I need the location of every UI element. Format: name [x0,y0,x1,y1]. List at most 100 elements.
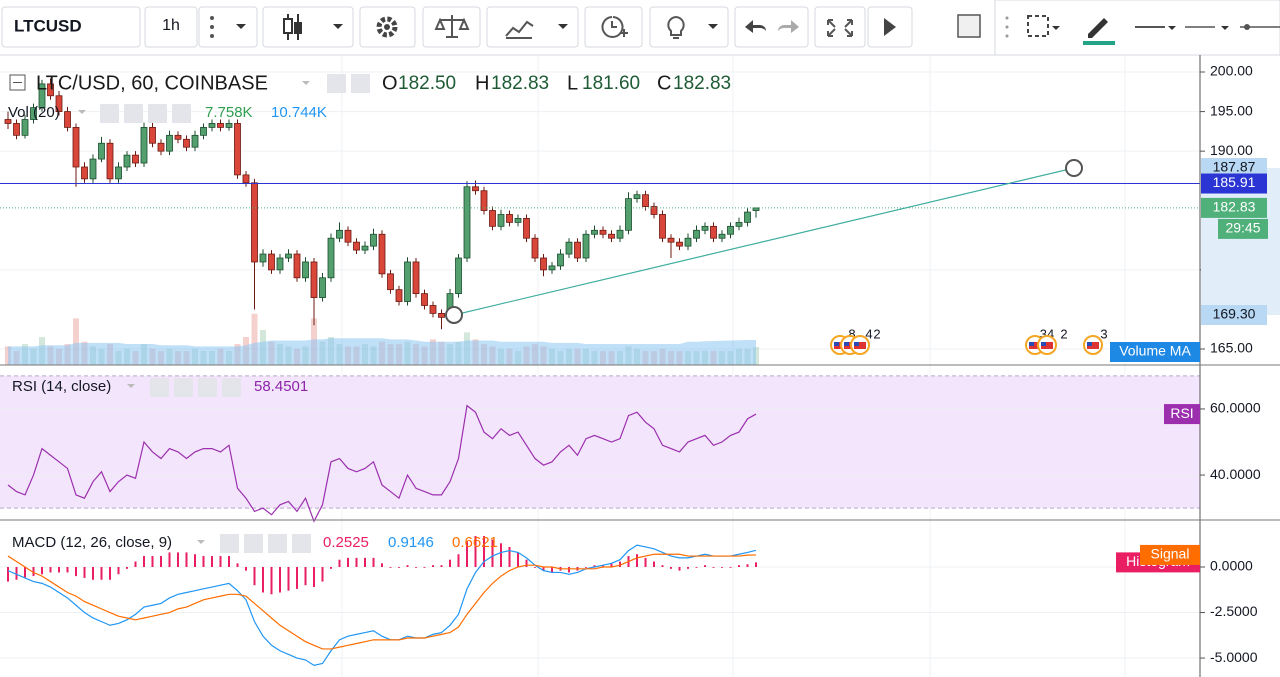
add-icon[interactable] [148,104,167,123]
symbol-button[interactable] [1,6,141,48]
candle-body [421,293,428,306]
eye-icon[interactable] [327,74,346,93]
rsi-value: 58.4501 [254,378,308,395]
histogram-bar [415,566,417,568]
histogram-bar [296,566,298,589]
histogram-bar [58,566,60,573]
event-flag-canton [854,342,859,346]
eye-icon[interactable] [150,378,169,397]
candle-body [89,158,97,180]
candle-body [438,312,445,318]
collapse-icon[interactable] [9,74,26,91]
candle-body [599,229,607,235]
histogram-bar [619,561,621,567]
candle-body [633,194,641,200]
histogram-bar [678,566,681,571]
gear-icon [376,16,398,38]
fullscreen-button[interactable] [814,6,866,48]
y-tick-label: 190.00 [1210,142,1253,158]
histogram-bar [41,566,43,575]
ideas-button[interactable] [649,6,729,48]
event-flag-canton [1087,342,1092,346]
histogram-bar [712,566,715,568]
candle-body [625,198,632,231]
pencil-tool[interactable] [1088,18,1108,38]
histogram-bar [15,566,18,580]
alarm-icon [601,16,628,38]
histogram-bar [245,566,247,571]
candle-body [72,127,80,168]
candle-body [115,166,122,180]
redo-icon [778,20,799,33]
candle-body [472,186,479,192]
fullscreen-icon [827,19,853,37]
plot-layer: 200.00195.00190.00175.00165.0060.000040.… [0,63,1261,666]
candle-body [13,123,20,136]
histogram-bar [432,565,434,567]
undo-redo[interactable] [734,6,809,48]
candle-body [106,142,114,180]
close-icon[interactable] [292,534,311,553]
gear-icon[interactable] [174,378,193,397]
histogram-bar [168,552,171,567]
candle-body [353,241,360,251]
candle-body [4,119,12,124]
event-flag-canton [1041,342,1046,346]
candle-body [217,123,224,128]
y-tick-label: 165.00 [1210,340,1253,356]
gear-icon[interactable] [244,534,263,553]
trend-line [453,167,1075,316]
volume-bar [73,318,79,365]
candle-body [174,134,182,140]
eye-icon[interactable] [220,534,239,553]
candle-body [98,142,105,160]
histogram-bar [483,536,485,567]
close-icon[interactable] [172,104,191,123]
gear-hub [384,24,390,30]
series-tag [1140,544,1200,565]
last-price-tag-label: 182.83 [1213,199,1256,215]
add-icon[interactable] [268,534,287,553]
histogram-bar [253,566,256,586]
ohlc-key: H [475,72,489,94]
rsi-band [0,375,1200,509]
gear-icon[interactable] [124,104,143,123]
countdown-tag [1218,218,1268,239]
candle-body [676,241,683,247]
candle-body [608,233,615,239]
candle-body [429,305,437,314]
interval-menu[interactable] [198,6,258,48]
line-end-dot [1244,24,1250,30]
candle-body [387,273,394,291]
histogram-bar [517,552,519,567]
histogram-bar [313,566,315,588]
rsi-title: RSI (14, close) [12,378,111,395]
candle-body [30,107,37,120]
histogram-bar [7,566,9,582]
candle-body [327,237,335,279]
series-tag-label: RSI [1170,405,1193,421]
chart-background [0,55,1280,677]
ohlc-value: 181.60 [582,73,640,94]
shape-button[interactable] [957,14,981,38]
chart-style-button[interactable] [262,6,354,48]
histogram-bar [211,556,213,567]
event-count: 4 [865,326,872,341]
histogram-bar [287,566,290,591]
close-icon[interactable] [222,378,241,397]
histogram-bar [134,561,137,567]
candle-body [64,111,71,128]
add-icon[interactable] [198,378,217,397]
candle-icon [283,14,302,40]
event-count: 8 [848,326,855,341]
interval-button[interactable] [144,6,198,48]
select-tool[interactable] [1027,15,1049,37]
eye-icon[interactable] [100,104,119,123]
candle-body [191,134,199,148]
candle-body [710,225,717,239]
histogram-bar [746,564,749,567]
series-tag-label: Signal [1151,546,1190,562]
gear-icon[interactable] [351,74,370,93]
histogram-bar [66,566,69,573]
candle-body [540,257,547,271]
